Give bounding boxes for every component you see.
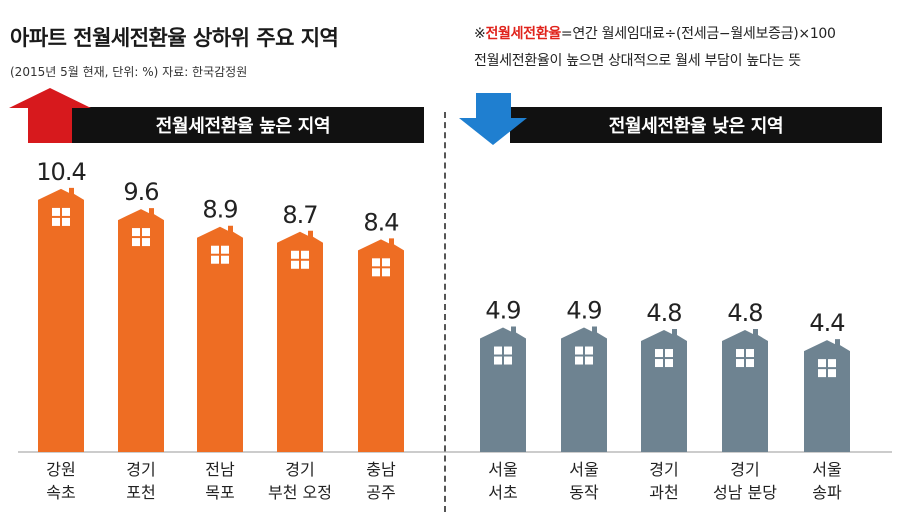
category-label-low-5: 송파 (812, 483, 842, 502)
note-term: 전월세전환율 (485, 26, 561, 42)
arrow-up-icon (9, 88, 91, 143)
window-icon (211, 255, 219, 264)
window-icon (585, 346, 593, 355)
arrow-down-icon (459, 93, 527, 145)
category-label-high-2: 포천 (126, 483, 155, 502)
category-label-high-3: 목포 (205, 483, 234, 502)
window-icon (221, 255, 229, 264)
window-icon (142, 228, 150, 237)
window-icon (746, 349, 754, 358)
window-icon (52, 207, 60, 216)
value-label-high-2: 9.6 (123, 178, 158, 206)
bar-low-4 (722, 329, 768, 452)
bar-low-3 (641, 329, 687, 452)
category-label-high-2: 경기 (126, 460, 155, 479)
value-label-high-1: 10.4 (36, 158, 85, 186)
window-icon (291, 260, 299, 269)
bar-high-3 (197, 225, 243, 452)
window-icon (828, 369, 836, 378)
category-label-low-4: 경기 (730, 460, 759, 479)
value-label-high-4: 8.7 (282, 201, 317, 229)
bar-low-5 (804, 339, 850, 452)
window-icon (828, 359, 836, 368)
window-icon (62, 217, 70, 226)
window-icon (746, 359, 754, 368)
value-label-low-2: 4.9 (566, 297, 601, 325)
bar-low-2 (561, 326, 607, 452)
category-label-high-5: 충남 (366, 460, 396, 479)
window-icon (291, 250, 299, 259)
window-icon (504, 346, 512, 355)
window-icon (736, 349, 744, 358)
value-label-high-3: 8.9 (202, 196, 237, 224)
window-icon (382, 268, 390, 277)
category-label-high-3: 전남 (205, 460, 235, 479)
formula-explanation: 전월세전환율이 높으면 상대적으로 월세 부담이 높다는 뜻 (474, 53, 801, 69)
window-icon (372, 268, 380, 277)
window-icon (301, 250, 309, 259)
category-label-low-5: 서울 (812, 460, 841, 479)
bar-high-4 (277, 230, 323, 452)
bar-high-1 (38, 187, 84, 453)
category-label-high-4: 부천 오정 (268, 483, 332, 502)
window-icon (372, 258, 380, 267)
note-prefix: ※ (474, 26, 486, 42)
category-label-high-4: 경기 (285, 460, 314, 479)
bar-low-1 (480, 326, 526, 452)
window-icon (736, 359, 744, 368)
window-icon (494, 346, 502, 355)
chart-subtitle: (2015년 5월 현재, 단위: %) 자료: 한국감정원 (10, 65, 248, 79)
category-label-low-3: 과천 (649, 483, 678, 502)
category-label-low-2: 서울 (569, 460, 598, 479)
window-icon (504, 356, 512, 365)
category-label-low-1: 서초 (488, 483, 517, 502)
note-formula: =연간 월세임대료÷(전세금−월세보증금)×100 (560, 26, 836, 42)
bar-high-5 (358, 238, 404, 452)
chart-title: 아파트 전월세전환율 상하위 주요 지역 (10, 26, 339, 50)
value-label-low-1: 4.9 (485, 297, 520, 325)
window-icon (585, 356, 593, 365)
window-icon (52, 217, 60, 226)
window-icon (665, 349, 673, 358)
formula-note: ※전월세전환율=연간 월세임대료÷(전세금−월세보증금)×100 (474, 23, 836, 43)
category-label-low-2: 동작 (569, 483, 599, 502)
window-icon (818, 369, 826, 378)
window-icon (221, 245, 229, 254)
window-icon (655, 349, 663, 358)
value-label-low-4: 4.8 (727, 299, 762, 327)
category-label-low-3: 경기 (649, 460, 678, 479)
window-icon (142, 238, 150, 247)
category-label-low-4: 성남 분당 (713, 483, 777, 502)
window-icon (494, 356, 502, 365)
window-icon (211, 245, 219, 254)
divider (444, 112, 446, 512)
value-label-low-5: 4.4 (809, 309, 844, 337)
window-icon (818, 359, 826, 368)
window-icon (665, 359, 673, 368)
category-label-low-1: 서울 (488, 460, 517, 479)
window-icon (575, 356, 583, 365)
window-icon (575, 346, 583, 355)
value-label-low-3: 4.8 (646, 299, 681, 327)
banner-low: 전월세전환율 낮은 지역 (510, 107, 882, 143)
bar-high-2 (118, 208, 164, 452)
category-label-high-1: 속초 (46, 483, 75, 502)
value-label-high-5: 8.4 (363, 208, 398, 236)
window-icon (132, 228, 140, 237)
window-icon (132, 238, 140, 247)
window-icon (382, 258, 390, 267)
banner-high: 전월세전환율 높은 지역 (62, 107, 424, 143)
window-icon (301, 260, 309, 269)
window-icon (655, 359, 663, 368)
category-label-high-1: 강원 (46, 460, 75, 479)
window-icon (62, 207, 70, 216)
category-label-high-5: 공주 (366, 483, 395, 502)
